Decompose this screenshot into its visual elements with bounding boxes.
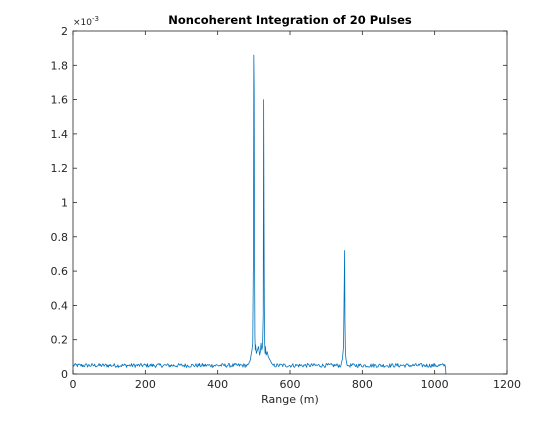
series-line-1 [72, 54, 447, 375]
x-axis-label: Range (m) [261, 393, 319, 406]
x-tick-label: 800 [352, 378, 373, 391]
y-exponent-label: ×10-3 [73, 15, 99, 28]
y-tick-label: 1.2 [51, 162, 69, 175]
y-tick-label: 0.8 [51, 231, 69, 244]
y-tick-label: 1.4 [51, 128, 69, 141]
plot-area [73, 31, 507, 374]
x-tick-label: 200 [135, 378, 156, 391]
x-tick-label: 1200 [493, 378, 521, 391]
y-tick-label: 2 [61, 25, 68, 38]
y-tick-label: 0.2 [51, 334, 69, 347]
series-layer [72, 54, 447, 375]
x-tick-label: 0 [70, 378, 77, 391]
x-tick-label: 1000 [421, 378, 449, 391]
x-tick-labels: 0 200 400 600 800 1000 1200 [70, 378, 522, 391]
y-tick-label: 0.6 [51, 265, 69, 278]
y-tick-label: 0.4 [51, 299, 69, 312]
y-tick-label: 1 [61, 197, 68, 210]
y-tick-labels: 0 0.2 0.4 0.6 0.8 1 1.2 1.4 1.6 1.8 2 [51, 25, 69, 381]
axes-layer [72, 30, 508, 375]
chart-title: Noncoherent Integration of 20 Pulses [168, 13, 412, 27]
x-tick-label: 600 [280, 378, 301, 391]
y-exponent-power: -3 [92, 15, 99, 23]
y-exponent-base: ×10 [73, 18, 92, 28]
x-tick-label: 400 [207, 378, 228, 391]
y-tick-label: 1.8 [51, 59, 69, 72]
y-tick-label: 0 [61, 368, 68, 381]
y-tick-label: 1.6 [51, 94, 69, 107]
